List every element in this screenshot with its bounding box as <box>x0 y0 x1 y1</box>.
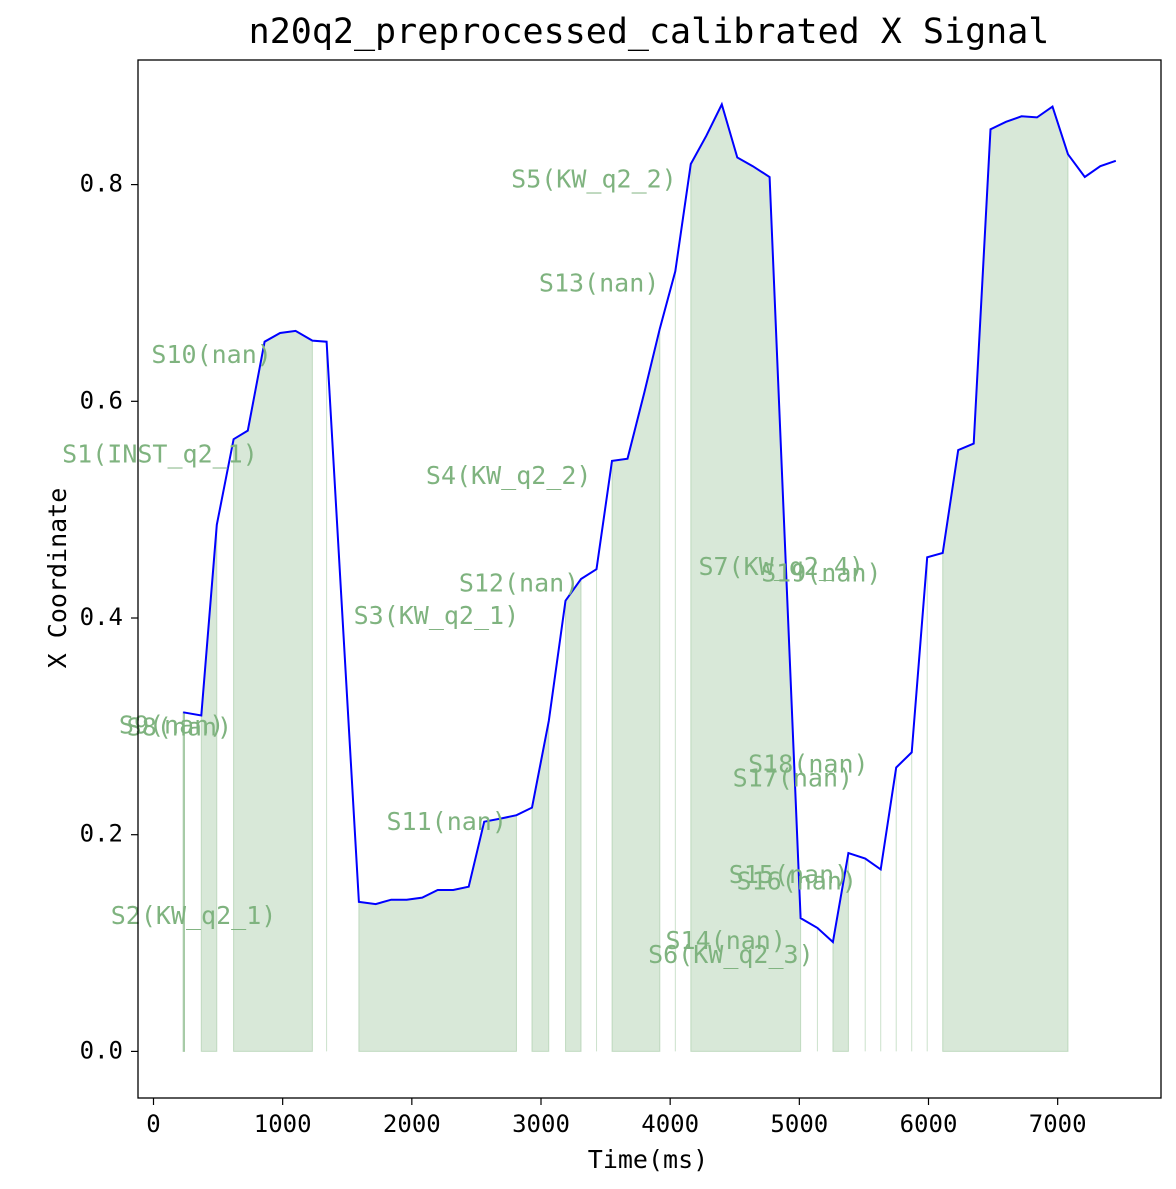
x-tick-label: 5000 <box>770 1110 828 1138</box>
signal-line <box>183 101 1117 944</box>
segment-label-14: S7(KW_q2_4) <box>698 552 864 581</box>
segment-label-15: S19(nan) <box>761 559 881 588</box>
plot-area: S9(nan)S8(nan) S1(INST_q2_1) S10(nan) S2(KW… <box>62 59 1162 1099</box>
y-tick-label: 0.8 <box>80 170 123 198</box>
x-axis-label: Time(ms) <box>588 1145 708 1174</box>
segment-label-5: S2(KW_q2_1) <box>111 901 277 930</box>
segment-label-3: S1(INST_q2_1) <box>62 439 258 468</box>
x-axis: 0 1000 2000 3000 4000 5000 6000 7000 <box>146 1098 1087 1138</box>
segment-label-7: S3(KW_q2_1) <box>354 601 520 630</box>
segment-label-11: S5(KW_q2_2) <box>511 164 677 193</box>
segment-fill-6 <box>358 814 517 1052</box>
segment-fill-7 <box>531 720 550 1052</box>
segment-label-19: S17(nan) <box>733 763 853 792</box>
segment-fills <box>182 103 1069 1052</box>
segment-labels: S9(nan)S8(nan) S1(INST_q2_1) S10(nan) S2(KW… <box>62 164 881 969</box>
segment-fill-3 <box>200 524 218 1052</box>
segment-label-2: S8(nan) <box>127 713 232 742</box>
segment-fill-8 <box>565 577 582 1052</box>
plot-frame <box>137 59 1162 1099</box>
y-axis-label: X Coordinate <box>43 488 72 669</box>
y-tick-label: 0.0 <box>80 1036 123 1064</box>
segment-label-16: S15(nan) <box>729 860 849 889</box>
y-axis: 0.0 0.2 0.4 0.6 0.8 <box>80 170 138 1064</box>
y-tick-label: 0.6 <box>80 386 123 414</box>
segment-label-10: S13(nan) <box>539 268 659 297</box>
x-tick-label: 2000 <box>383 1110 441 1138</box>
segment-label-12: S6(KW_q2_3) <box>648 940 814 969</box>
segment-label-13: S14(nan) <box>665 926 785 955</box>
segment-label-8: S12(nan) <box>459 568 579 597</box>
segment-label-4: S10(nan) <box>151 340 271 369</box>
segment-fill-20 <box>942 105 1069 1052</box>
segment-fill-2 <box>182 711 185 1052</box>
segment-label-6: S11(nan) <box>386 807 506 836</box>
chart-title: n20q2_preprocessed_calibrated X Signal <box>249 12 1050 52</box>
x-tick-label: 1000 <box>254 1110 312 1138</box>
segment-label-9: S4(KW_q2_2) <box>426 461 592 490</box>
segment-label-1: S9(nan) <box>119 710 224 739</box>
x-tick-label: 7000 <box>1029 1110 1087 1138</box>
y-tick-label: 0.2 <box>80 820 123 848</box>
segment-label-18: S18(nan) <box>748 749 868 778</box>
x-tick-label: 3000 <box>512 1110 570 1138</box>
x-tick-label: 4000 <box>641 1110 699 1138</box>
x-tick-label: 6000 <box>900 1110 958 1138</box>
y-tick-label: 0.4 <box>80 603 123 631</box>
x-tick-label: 0 <box>146 1110 160 1138</box>
segment-label-17: S16(nan) <box>737 866 857 895</box>
